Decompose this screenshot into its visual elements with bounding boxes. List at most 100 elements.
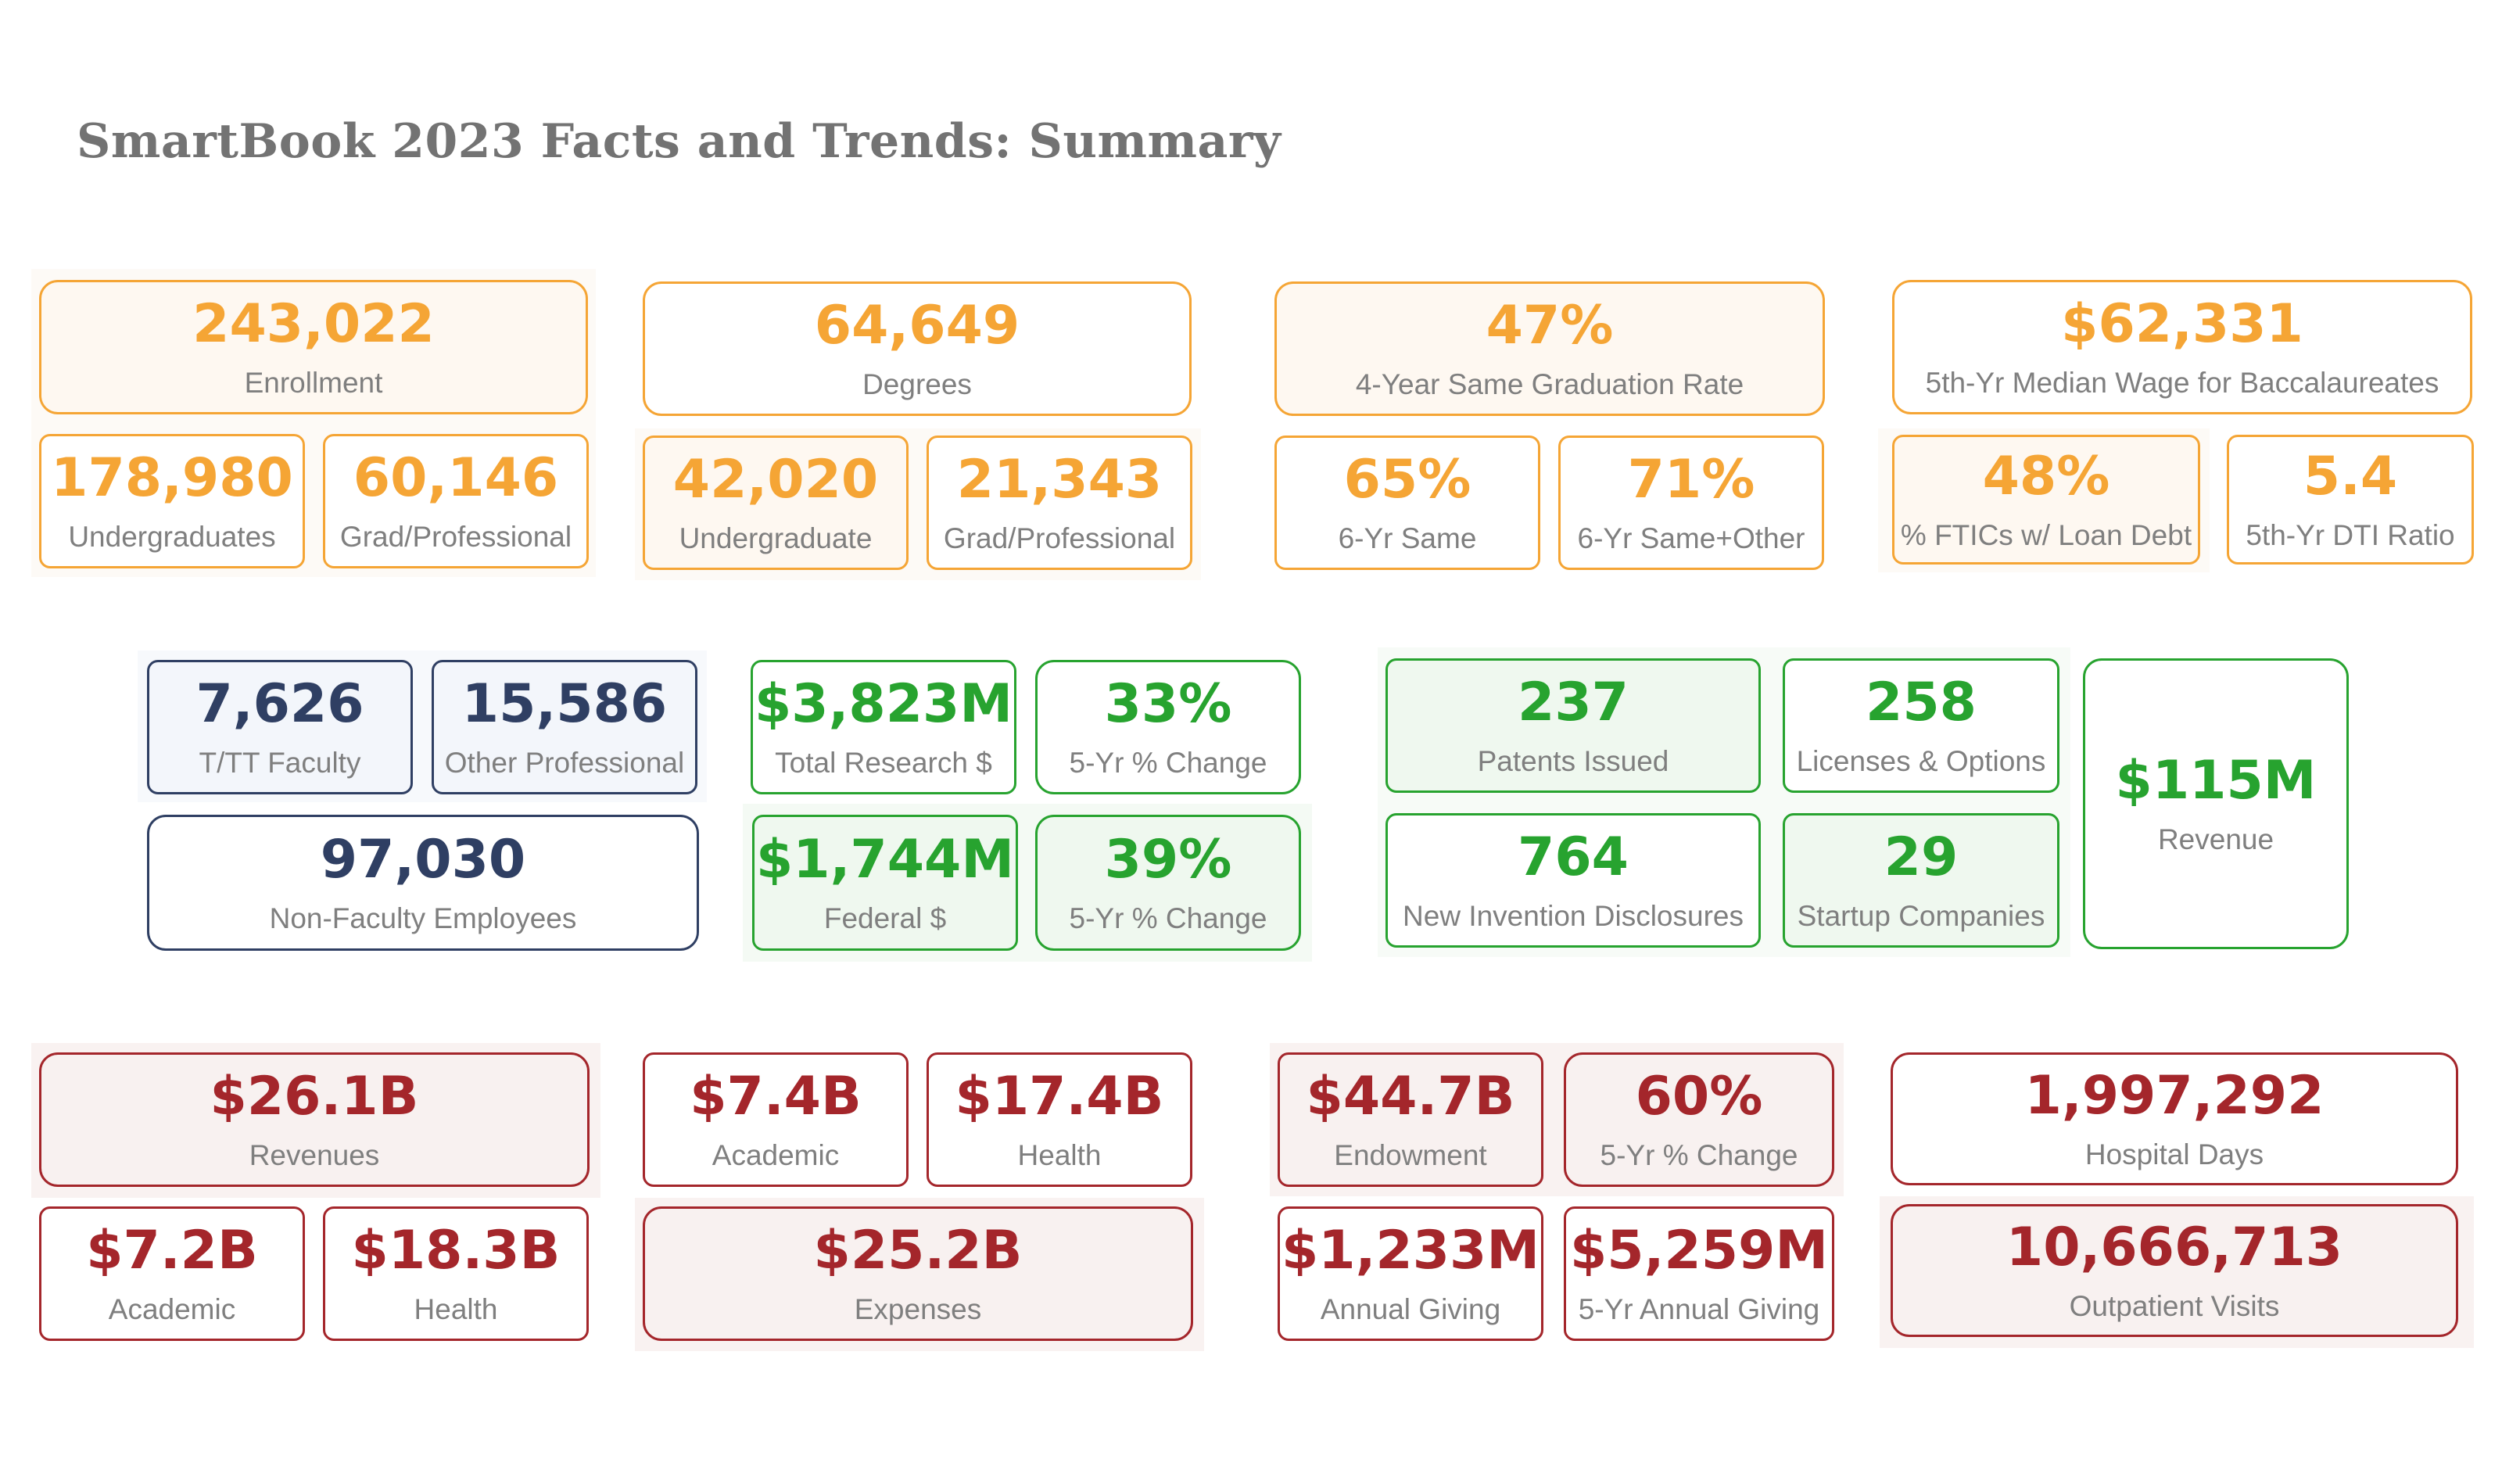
- endowment-change-value: 60%: [1635, 1065, 1763, 1127]
- health-revenue-card: $18.3B Health: [323, 1206, 589, 1341]
- undergraduate-degrees-card: 42,020 Undergraduate: [643, 436, 909, 570]
- loan-debt-label: % FTICs w/ Loan Debt: [1900, 518, 2192, 551]
- six-year-same-other-label: 6-Yr Same+Other: [1577, 522, 1805, 554]
- grad-professional-enrollment-card: 60,146 Grad/Professional: [323, 434, 589, 568]
- loan-debt-card: 48% % FTICs w/ Loan Debt: [1892, 435, 2200, 565]
- grad-professional-degrees-card: 21,343 Grad/Professional: [927, 436, 1192, 570]
- six-year-same-other-value: 71%: [1627, 448, 1755, 511]
- enrollment-value: 243,022: [192, 292, 435, 355]
- total-research-label: Total Research $: [775, 746, 992, 779]
- research-change-card: 33% 5-Yr % Change: [1035, 660, 1301, 794]
- licenses-card: 258 Licenses & Options: [1783, 658, 2059, 793]
- annual-giving-card: $1,233M Annual Giving: [1278, 1206, 1543, 1341]
- licensing-revenue-label: Revenue: [2157, 823, 2274, 855]
- four-year-graduation-card: 47% 4-Year Same Graduation Rate: [1274, 281, 1825, 416]
- academic-expense-value: $7.4B: [690, 1065, 862, 1127]
- annual-giving-value: $1,233M: [1281, 1219, 1540, 1281]
- non-faculty-value: 97,030: [320, 828, 526, 891]
- grad-professional-enrollment-label: Grad/Professional: [339, 520, 572, 553]
- annual-giving-label: Annual Giving: [1320, 1292, 1501, 1325]
- four-year-graduation-value: 47%: [1486, 294, 1614, 357]
- undergraduates-label: Undergraduates: [68, 520, 276, 553]
- degrees-label: Degrees: [862, 367, 972, 400]
- licenses-label: Licenses & Options: [1796, 744, 2046, 777]
- six-year-same-card: 65% 6-Yr Same: [1274, 436, 1540, 570]
- enrollment-card: 243,022 Enrollment: [39, 280, 588, 414]
- total-research-value: $3,823M: [754, 672, 1013, 735]
- hospital-days-value: 1,997,292: [2024, 1064, 2325, 1127]
- other-professional-card: 15,586 Other Professional: [432, 660, 697, 794]
- page-title: SmartBook 2023 Facts and Trends: Summary: [77, 114, 1281, 169]
- endowment-change-card: 60% 5-Yr % Change: [1564, 1052, 1834, 1187]
- non-faculty-label: Non-Faculty Employees: [269, 902, 577, 934]
- outpatient-visits-label: Outpatient Visits: [2069, 1289, 2280, 1322]
- five-yr-giving-label: 5-Yr Annual Giving: [1578, 1292, 1820, 1325]
- patents-label: Patents Issued: [1477, 744, 1669, 777]
- grad-professional-enrollment-value: 60,146: [353, 446, 559, 509]
- academic-revenue-card: $7.2B Academic: [39, 1206, 305, 1341]
- outpatient-visits-value: 10,666,713: [2006, 1216, 2343, 1278]
- grad-professional-degrees-label: Grad/Professional: [943, 522, 1176, 554]
- non-faculty-card: 97,030 Non-Faculty Employees: [147, 815, 699, 951]
- expenses-label: Expenses: [854, 1292, 982, 1325]
- startups-label: Startup Companies: [1797, 899, 2045, 932]
- tt-faculty-value: 7,626: [195, 672, 364, 735]
- federal-change-value: 39%: [1104, 828, 1232, 891]
- academic-expense-card: $7.4B Academic: [643, 1052, 909, 1187]
- expenses-value: $25.2B: [813, 1219, 1023, 1281]
- expenses-card: $25.2B Expenses: [643, 1206, 1193, 1341]
- health-expense-value: $17.4B: [955, 1065, 1164, 1127]
- total-research-card: $3,823M Total Research $: [751, 660, 1016, 794]
- five-yr-giving-card: $5,259M 5-Yr Annual Giving: [1564, 1206, 1834, 1341]
- tt-faculty-card: 7,626 T/TT Faculty: [147, 660, 413, 794]
- loan-debt-value: 48%: [1982, 445, 2110, 507]
- revenues-card: $26.1B Revenues: [39, 1052, 590, 1187]
- endowment-change-label: 5-Yr % Change: [1600, 1138, 1798, 1171]
- enrollment-label: Enrollment: [244, 366, 383, 399]
- federal-change-label: 5-Yr % Change: [1069, 902, 1267, 934]
- patents-value: 237: [1518, 671, 1629, 733]
- hospital-days-label: Hospital Days: [2084, 1138, 2264, 1170]
- disclosures-label: New Invention Disclosures: [1403, 899, 1744, 932]
- undergraduate-degrees-label: Undergraduate: [679, 522, 873, 554]
- federal-research-card: $1,744M Federal $: [752, 815, 1018, 951]
- federal-research-label: Federal $: [823, 902, 947, 934]
- patents-card: 237 Patents Issued: [1385, 658, 1761, 793]
- research-change-value: 33%: [1104, 672, 1232, 735]
- grad-professional-degrees-value: 21,343: [956, 448, 1163, 511]
- other-professional-value: 15,586: [461, 672, 668, 735]
- hospital-days-card: 1,997,292 Hospital Days: [1891, 1052, 2458, 1185]
- disclosures-value: 764: [1518, 826, 1629, 888]
- outpatient-visits-card: 10,666,713 Outpatient Visits: [1891, 1204, 2458, 1337]
- licensing-revenue-value: $115M: [2115, 749, 2317, 812]
- federal-change-card: 39% 5-Yr % Change: [1035, 815, 1301, 951]
- six-year-same-value: 65%: [1343, 448, 1471, 511]
- federal-research-value: $1,744M: [755, 828, 1015, 891]
- other-professional-label: Other Professional: [444, 746, 685, 779]
- academic-revenue-label: Academic: [108, 1292, 236, 1325]
- dti-ratio-card: 5.4 5th-Yr DTI Ratio: [2227, 435, 2474, 565]
- startups-card: 29 Startup Companies: [1783, 813, 2059, 948]
- undergraduate-degrees-value: 42,020: [672, 448, 879, 511]
- tt-faculty-label: T/TT Faculty: [199, 746, 361, 779]
- undergraduates-card: 178,980 Undergraduates: [39, 434, 305, 568]
- academic-revenue-value: $7.2B: [86, 1219, 258, 1281]
- endowment-label: Endowment: [1334, 1138, 1487, 1171]
- undergraduates-value: 178,980: [51, 446, 293, 509]
- research-change-label: 5-Yr % Change: [1069, 746, 1267, 779]
- startups-value: 29: [1884, 826, 1959, 888]
- five-yr-giving-value: $5,259M: [1569, 1219, 1829, 1281]
- six-year-same-label: 6-Yr Same: [1338, 522, 1477, 554]
- median-wage-value: $62,331: [2061, 292, 2303, 355]
- endowment-value: $44.7B: [1306, 1065, 1515, 1127]
- licensing-revenue-card: $115M Revenue: [2083, 658, 2349, 949]
- median-wage-card: $62,331 5th-Yr Median Wage for Baccalaur…: [1892, 280, 2472, 414]
- health-revenue-label: Health: [414, 1292, 498, 1325]
- revenues-value: $26.1B: [210, 1065, 419, 1127]
- degrees-card: 64,649 Degrees: [643, 281, 1192, 416]
- academic-expense-label: Academic: [712, 1138, 840, 1171]
- health-expense-card: $17.4B Health: [927, 1052, 1192, 1187]
- licenses-value: 258: [1866, 671, 1977, 733]
- health-revenue-value: $18.3B: [351, 1219, 561, 1281]
- dti-ratio-value: 5.4: [2303, 445, 2398, 507]
